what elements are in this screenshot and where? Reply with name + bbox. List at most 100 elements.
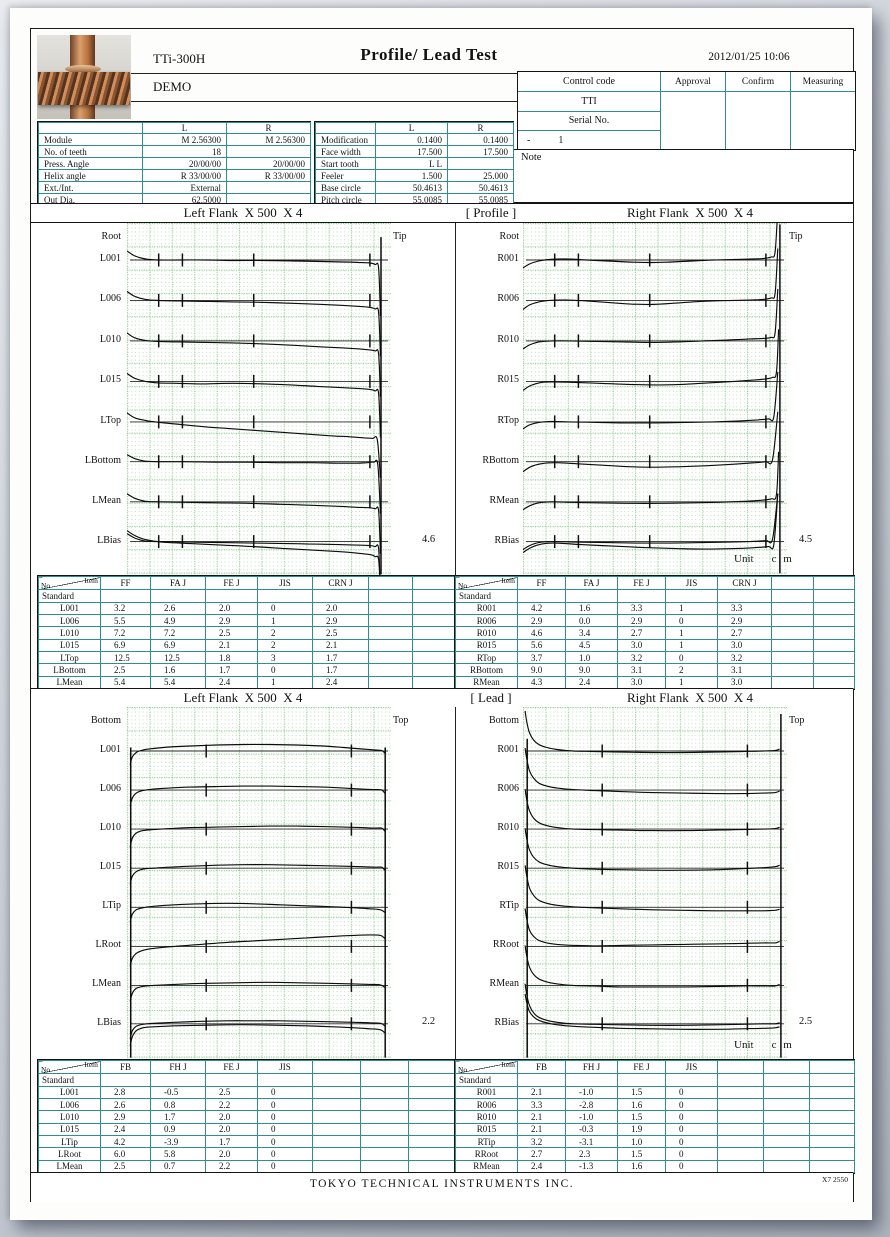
row-label: R010 bbox=[455, 1110, 518, 1124]
cell bbox=[813, 650, 855, 665]
table-row: L001 2.8 -0.5 2.5 0 bbox=[38, 1085, 456, 1100]
cell bbox=[100, 1073, 151, 1087]
cell bbox=[813, 613, 855, 628]
cell bbox=[205, 589, 258, 603]
cell: 9.0 bbox=[565, 663, 618, 677]
cell bbox=[813, 675, 855, 690]
cell bbox=[312, 1097, 361, 1112]
trace-label: L015 bbox=[99, 374, 121, 385]
cell bbox=[809, 1085, 855, 1100]
cell: 3.1 bbox=[617, 663, 666, 677]
cell bbox=[360, 1134, 409, 1149]
cell bbox=[447, 157, 514, 170]
table-row: R015 2.1 -0.3 1.9 0 bbox=[455, 1122, 855, 1136]
cell: 2.3 bbox=[565, 1147, 618, 1161]
cell: 0 bbox=[665, 1110, 718, 1124]
table-row: Modification 0.1400 0.1400 bbox=[315, 133, 514, 146]
cell: 0 bbox=[665, 1134, 718, 1149]
cell bbox=[408, 1134, 456, 1149]
table-row: Item No FF FA J FE J JIS CRN J bbox=[455, 575, 855, 591]
cell bbox=[412, 601, 456, 616]
note-box: Note bbox=[512, 149, 854, 203]
cell: 1.8 bbox=[205, 650, 258, 665]
header-cell: FH J bbox=[565, 1059, 618, 1075]
row-label: LMean bbox=[38, 1159, 101, 1174]
row-label: RTip bbox=[455, 1134, 518, 1149]
table-row: L010 2.9 1.7 2.0 0 bbox=[38, 1110, 456, 1124]
trace-label: LTip bbox=[102, 900, 121, 911]
cell: 1.500 bbox=[375, 169, 448, 182]
cell: 2.9 bbox=[617, 613, 666, 628]
header-cell: FE J bbox=[205, 575, 258, 591]
control-code-table: Control code TTI Serial No. - 1 Approval… bbox=[517, 71, 856, 151]
table-row: L001 3.2 2.6 2.0 0 2.0 bbox=[38, 601, 456, 616]
cell: 2.5 bbox=[312, 626, 369, 640]
header-cell bbox=[763, 1059, 810, 1075]
cell: 0 bbox=[257, 663, 313, 677]
cell: 6.0 bbox=[100, 1147, 151, 1161]
table-row: Standard bbox=[38, 1073, 456, 1087]
cell: 3.2 bbox=[100, 601, 151, 616]
cell: 17.500 bbox=[447, 145, 514, 158]
lead-charts: Unitc m BottomTopL001L006L010L015LTipLRo… bbox=[31, 707, 853, 1059]
cell: 5.4 bbox=[100, 675, 151, 690]
cell: 1 bbox=[665, 601, 718, 616]
cell: 0 bbox=[257, 1097, 313, 1112]
cell bbox=[412, 626, 456, 640]
axis-end-label: Top bbox=[393, 715, 409, 726]
profile-charts: Unitc m RootTipL001L006L010L015LTopLBott… bbox=[31, 207, 853, 592]
cell bbox=[312, 589, 369, 603]
axis-end-label: Tip bbox=[789, 231, 803, 242]
header-cell bbox=[412, 575, 456, 591]
signature-columns: Approval Confirm Measuring bbox=[661, 72, 855, 150]
header-cell: L bbox=[142, 122, 227, 134]
trace-label: L006 bbox=[99, 783, 121, 794]
serial-value-row: - 1 bbox=[518, 131, 660, 150]
table-row: Ext./Int. External bbox=[38, 181, 311, 194]
cell: 3 bbox=[257, 650, 313, 665]
row-label: Start tooth bbox=[315, 157, 376, 170]
cell: 2.9 bbox=[517, 613, 566, 628]
cell bbox=[368, 613, 413, 628]
cell: 2 bbox=[665, 663, 718, 677]
table-row: No. of teeth 18 bbox=[38, 145, 311, 158]
cell: 50.4613 bbox=[447, 181, 514, 194]
header-cell: FE J bbox=[205, 1059, 258, 1075]
cell bbox=[717, 1159, 764, 1174]
table-row: Face width 17.500 17.500 bbox=[315, 145, 514, 158]
header-cell: FH J bbox=[150, 1059, 206, 1075]
cell: 1.9 bbox=[617, 1122, 666, 1136]
cell: 0.9 bbox=[150, 1122, 206, 1136]
row-label: Standard bbox=[38, 1073, 101, 1087]
table-row: Feeler 1.500 25.000 bbox=[315, 169, 514, 182]
table-row: Standard bbox=[455, 1073, 855, 1087]
document-code: X7 2550 bbox=[821, 1175, 848, 1184]
cell: -3.9 bbox=[150, 1134, 206, 1149]
table-row: RBottom 9.0 9.0 3.1 2 3.1 bbox=[455, 663, 855, 677]
cell: 2.6 bbox=[150, 601, 206, 616]
cell bbox=[763, 1097, 810, 1112]
leadright-plot bbox=[523, 707, 787, 1059]
header-cell: JIS bbox=[665, 575, 718, 591]
cell: 3.0 bbox=[617, 675, 666, 690]
cell: 2.5 bbox=[100, 663, 151, 677]
trace-label: L001 bbox=[99, 253, 121, 264]
row-label: LTip bbox=[38, 1134, 101, 1149]
cell: 5.6 bbox=[517, 638, 566, 652]
row-label: R001 bbox=[455, 601, 518, 616]
cell: 1.6 bbox=[565, 601, 618, 616]
cell bbox=[717, 1073, 764, 1087]
cell: 2.0 bbox=[312, 601, 369, 616]
cell: 0.1400 bbox=[447, 133, 514, 146]
cell: 3.3 bbox=[717, 601, 772, 616]
cell bbox=[360, 1159, 409, 1174]
table-row: RTip 3.2 -3.1 1.0 0 bbox=[455, 1134, 855, 1149]
cell bbox=[368, 663, 413, 677]
gear-photo bbox=[37, 35, 131, 119]
cell bbox=[368, 626, 413, 640]
cell: 0 bbox=[665, 613, 718, 628]
table-row: L006 2.6 0.8 2.2 0 bbox=[38, 1097, 456, 1112]
cell bbox=[412, 650, 456, 665]
table-row: LTip 4.2 -3.9 1.7 0 bbox=[38, 1134, 456, 1149]
corner-cell: Item No bbox=[38, 1059, 101, 1075]
